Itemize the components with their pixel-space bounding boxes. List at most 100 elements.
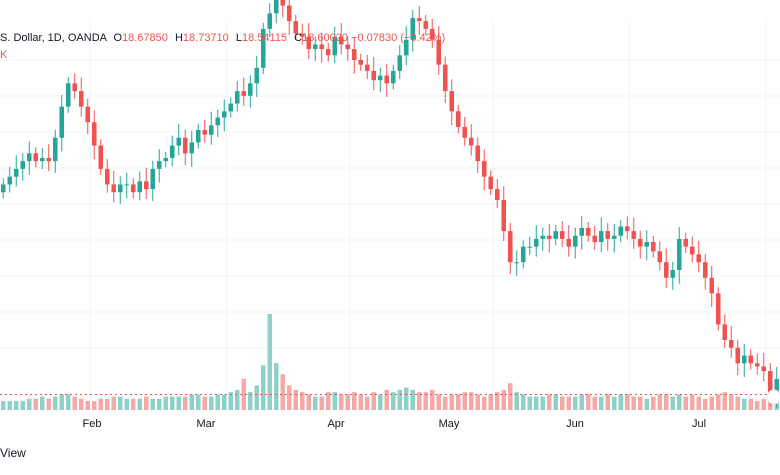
view-link[interactable]: View [0, 446, 26, 460]
volume-bar [748, 398, 753, 410]
volume-bar [417, 392, 422, 410]
volume-bar [339, 394, 344, 410]
volume-bar [196, 394, 201, 410]
volume-bar [391, 392, 396, 410]
volume-bar [599, 396, 604, 410]
volume-bar [553, 394, 558, 410]
volume-bar [79, 398, 84, 410]
volume-bar [696, 396, 701, 410]
candle-body [774, 378, 780, 395]
candle-body [754, 363, 760, 367]
volume-bar [202, 396, 207, 410]
volume-bar [53, 396, 58, 410]
candle-body [488, 176, 494, 190]
candle-body [7, 176, 13, 185]
volume-bar [313, 396, 318, 410]
candle-body [312, 44, 318, 50]
volume-bar [183, 396, 188, 410]
volume-bar [703, 398, 708, 410]
volume-bar [27, 398, 32, 410]
candle-body [208, 125, 214, 135]
candle-body [540, 235, 546, 239]
volume-bar [729, 394, 734, 410]
candle-body [520, 246, 526, 263]
candle-body [767, 371, 773, 395]
volume-bar [235, 389, 240, 410]
logo-icon [766, 389, 780, 405]
volume-bar [1, 401, 6, 410]
candle-body [481, 161, 487, 177]
candle-body [20, 161, 26, 169]
candle-body [241, 91, 247, 96]
candle-body [741, 355, 747, 364]
volume-bar [534, 396, 539, 410]
candle-body [111, 184, 117, 193]
candle-body [221, 111, 227, 118]
volume-bar [436, 394, 441, 410]
candle-body [631, 231, 637, 239]
candle-body [351, 49, 357, 60]
low-value: 18.54115 [241, 32, 288, 44]
volume-bar [579, 394, 584, 410]
candle-body [182, 137, 188, 154]
candle-body [72, 83, 78, 92]
volume-bar [46, 398, 51, 410]
volume-bar [59, 394, 64, 410]
volume-bar [501, 389, 506, 410]
candle-body [228, 103, 234, 112]
candle-body [234, 91, 240, 104]
volume-bar [657, 394, 662, 410]
candle-body [267, 13, 273, 29]
candle-body [104, 168, 110, 185]
candle-body [39, 158, 45, 162]
candle-body [78, 91, 84, 107]
volume-bar [566, 396, 571, 410]
candle-body [85, 106, 91, 123]
volume-bar [735, 396, 740, 410]
volume-bar [306, 394, 311, 410]
candle-body [384, 75, 390, 84]
candle-body [358, 60, 364, 65]
volume-bar [293, 389, 298, 410]
open-value: 18.67850 [122, 32, 168, 44]
candle-body [735, 347, 741, 364]
volume-bar [430, 389, 435, 410]
candle-body [0, 184, 6, 193]
volume-bar [215, 394, 220, 410]
candle-body [13, 168, 19, 177]
candle-body [65, 83, 71, 107]
volume-bar [72, 396, 77, 410]
volume-bar [150, 398, 155, 410]
volume-bar [625, 394, 630, 410]
candle-body [566, 238, 572, 247]
candle-body [345, 44, 351, 50]
candle-body [676, 238, 682, 270]
candle-body [403, 39, 409, 56]
volume-bar [124, 398, 129, 410]
candle-body [585, 228, 591, 236]
candle-body [442, 64, 448, 92]
candle-body [683, 238, 689, 247]
volume-bar [742, 398, 747, 410]
candle-body [598, 231, 604, 242]
volume-bar [664, 394, 669, 410]
candle-body [475, 145, 481, 162]
candle-body [254, 67, 260, 84]
candle-body [429, 28, 435, 40]
candle-body [624, 226, 630, 232]
volume-bar [332, 392, 337, 410]
candle-body [247, 83, 253, 96]
high-value: 18.73710 [182, 32, 229, 44]
volume-bar [670, 396, 675, 410]
low-label: L [235, 32, 242, 44]
volume-bar [651, 396, 656, 410]
volume-bar [605, 394, 610, 410]
volume-bar [384, 389, 389, 410]
volume-bar [469, 392, 474, 410]
candle-body [163, 158, 169, 162]
candle-body [124, 184, 130, 186]
candle-body [657, 251, 663, 263]
volume-bar [287, 385, 292, 410]
